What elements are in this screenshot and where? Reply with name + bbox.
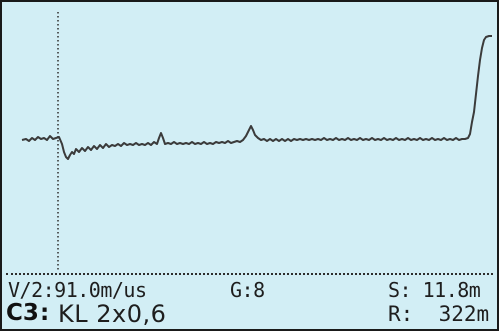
waveform-svg bbox=[21, 12, 492, 270]
waveform-plot bbox=[2, 2, 497, 272]
channel-separator: : bbox=[40, 300, 50, 326]
channel-label: C3 bbox=[6, 300, 39, 326]
cable-type-label: KL 2x0,6 bbox=[58, 300, 167, 328]
start-distance-readout: S: 11.8m bbox=[388, 278, 481, 302]
reflectogram-trace bbox=[21, 35, 492, 160]
gain-readout: G:8 bbox=[230, 278, 265, 302]
range-readout: R: 322m bbox=[388, 302, 490, 326]
status-divider bbox=[6, 273, 493, 275]
velocity-readout: V/2:91.0m/us bbox=[8, 278, 147, 302]
